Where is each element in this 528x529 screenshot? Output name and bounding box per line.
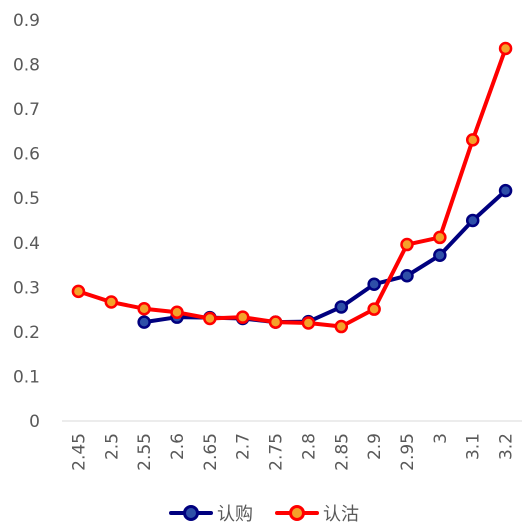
legend-label-put: 认沽 — [323, 504, 359, 525]
data-point — [71, 284, 86, 299]
line-chart: 0 0.1 0.2 0.3 0.4 0.5 0.6 0.7 0.8 0.9 2.45 2.5 2.55… — [13, 11, 522, 471]
x-tick-label: 2.7 — [234, 433, 254, 460]
data-point — [433, 230, 447, 245]
series-put — [71, 41, 513, 334]
legend-item-call: 认购 — [169, 500, 253, 526]
x-tick-label: 3.1 — [464, 433, 484, 460]
x-tick-label: 3 — [431, 433, 451, 444]
y-axis: 0 0.1 0.2 0.3 0.4 0.5 0.6 0.7 0.8 0.9 — [13, 11, 40, 432]
legend-label-call: 认购 — [217, 504, 253, 525]
y-tick-label: 0 — [29, 412, 40, 432]
legend-swatch-call — [169, 504, 213, 522]
y-tick-label: 0.6 — [13, 145, 40, 165]
legend-item-put: 认沽 — [275, 500, 359, 526]
y-tick-label: 0.2 — [13, 323, 40, 343]
data-point — [235, 310, 250, 324]
data-point — [400, 237, 414, 252]
legend: 认购 认沽 — [0, 500, 528, 526]
y-tick-label: 0.1 — [13, 367, 40, 387]
series-call — [137, 183, 513, 329]
data-point — [334, 300, 349, 314]
x-tick-label: 2.55 — [135, 433, 155, 471]
y-tick-label: 0.8 — [13, 56, 40, 76]
data-point — [465, 213, 480, 228]
data-point — [268, 315, 283, 329]
x-tick-label: 2.45 — [69, 433, 89, 471]
series-line — [143, 189, 507, 325]
x-tick-label: 2.75 — [267, 433, 287, 471]
series-layer — [71, 41, 513, 334]
data-point — [498, 183, 513, 198]
data-point — [170, 305, 184, 320]
x-tick-label: 2.65 — [201, 433, 221, 471]
y-tick-label: 0.9 — [13, 11, 40, 31]
y-tick-label: 0.7 — [13, 100, 40, 120]
data-point — [137, 301, 151, 316]
data-point — [334, 319, 349, 334]
series-line — [77, 47, 508, 329]
x-tick-label: 2.6 — [168, 433, 188, 460]
x-tick-label: 2.8 — [299, 433, 319, 460]
x-tick-label: 2.85 — [332, 433, 352, 471]
data-point — [400, 268, 414, 283]
legend-swatch-put — [275, 504, 319, 522]
y-tick-label: 0.3 — [13, 278, 40, 298]
x-tick-label: 2.9 — [365, 433, 385, 460]
data-point — [203, 311, 217, 326]
data-point — [301, 316, 316, 330]
data-point — [104, 295, 119, 309]
data-point — [367, 277, 381, 291]
data-point — [498, 41, 513, 56]
x-tick-label: 2.5 — [102, 433, 122, 460]
data-point — [137, 315, 151, 329]
x-axis: 2.45 2.5 2.55 2.6 2.65 2.7 2.75 2.8 2.85 2.9 2.95 3… — [69, 433, 516, 471]
y-tick-label: 0.5 — [13, 189, 40, 209]
y-tick-label: 0.4 — [13, 234, 40, 254]
data-point — [465, 133, 480, 147]
x-tick-label: 3.2 — [497, 433, 517, 460]
x-tick-label: 2.95 — [398, 433, 418, 471]
data-point — [433, 248, 447, 263]
data-point — [367, 302, 381, 316]
